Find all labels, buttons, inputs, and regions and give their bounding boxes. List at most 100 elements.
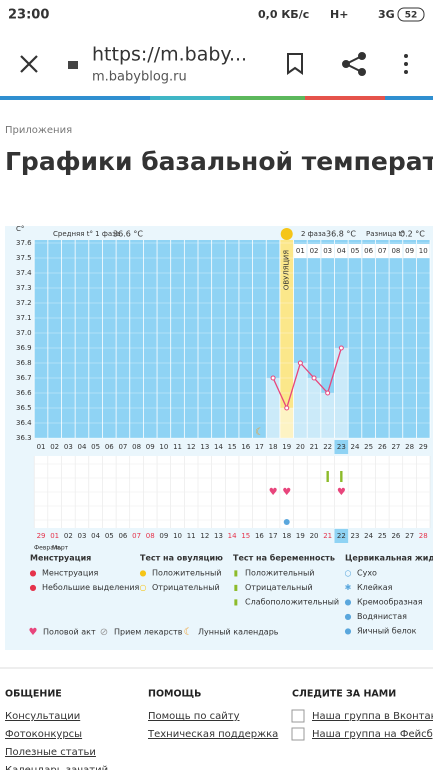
phase2-cell <box>294 244 307 258</box>
footer-link[interactable]: Помощь по сайту <box>148 711 240 722</box>
phase2-value: 36.8 °C <box>326 230 356 239</box>
phase2-day: 05 <box>351 247 360 255</box>
legend-item: Небольшие выделения <box>42 583 140 592</box>
legend-title: Тест на беременность <box>233 553 335 563</box>
y-tick-label: 37.3 <box>16 284 32 292</box>
footer-link[interactable]: Фотоконкурсы <box>5 729 82 740</box>
heart-icon: ♥ <box>282 487 291 498</box>
temperature-point <box>270 375 276 381</box>
close-button[interactable] <box>20 55 38 73</box>
temperature-bar <box>293 363 308 438</box>
footer-link[interactable]: Консультации <box>5 711 80 722</box>
x-tick-label: 01 <box>37 443 46 451</box>
date-label: 14 <box>228 532 237 540</box>
phase2-day: 08 <box>391 247 400 255</box>
footer-link[interactable]: Техническая поддержка <box>147 729 278 740</box>
date-label: 10 <box>173 532 182 540</box>
phase2-cell <box>362 244 375 258</box>
lock-icon <box>68 61 78 69</box>
phase2-day: 06 <box>364 247 373 255</box>
phase1-label: Средняя t° 1 фаза <box>53 230 120 238</box>
stripe <box>385 96 433 100</box>
date-label: 13 <box>214 532 223 540</box>
footer-link[interactable]: Полезные статьи <box>5 747 96 758</box>
date-label: 16 <box>255 532 264 540</box>
date-label: 04 <box>91 532 100 540</box>
x-tick-label: 06 <box>105 443 114 451</box>
footer-link[interactable]: Наша группа в Вконтакте <box>312 711 433 722</box>
legend-icon: ✱ <box>345 583 352 592</box>
legend-item: Прием лекарств <box>114 628 183 637</box>
temperature-point <box>325 390 331 396</box>
legend-item: Положительный <box>245 569 314 578</box>
x-tick-label: 26 <box>378 443 387 451</box>
battery-icon <box>397 7 425 22</box>
bookmark-button[interactable] <box>287 53 303 75</box>
x-tick-label: 04 <box>78 443 87 451</box>
x-tick-label: 25 <box>364 443 373 451</box>
footer-link[interactable]: Наша группа на Фейсбуке <box>312 729 433 740</box>
legend-title: Тест на овуляцию <box>140 554 223 563</box>
diff-value: 0.2 °C <box>400 230 425 239</box>
legend-icon: ● <box>30 583 37 592</box>
date-label: 09 <box>159 532 168 540</box>
legend-item: Кремообразная <box>357 598 423 607</box>
x-tick-label: 27 <box>391 443 400 451</box>
ovulation-label: ОВУЛЯЦИЯ <box>283 250 291 290</box>
url[interactable]: https://m.baby... <box>92 44 247 66</box>
x-tick-label: 22 <box>323 443 332 451</box>
x-tick-label: 02 <box>50 443 59 451</box>
legend-item: Водянистая <box>357 612 407 621</box>
ovulation-icon <box>280 228 293 240</box>
x-tick-label: 15 <box>228 443 237 451</box>
date-label: 15 <box>241 532 250 540</box>
y-tick-label: 37.0 <box>16 329 32 337</box>
date-label: 20 <box>310 532 319 540</box>
y-tick-label: 36.5 <box>16 404 32 412</box>
stripe <box>230 96 305 100</box>
x-tick-label: 18 <box>269 443 278 451</box>
phase2-cell <box>403 244 416 258</box>
breadcrumb[interactable]: Приложения <box>5 125 72 136</box>
date-label: 01 <box>50 532 59 540</box>
temperature-point <box>338 345 344 351</box>
legend-icon: ☾ <box>184 627 193 638</box>
footer: ОБЩЕНИЕ Консультации Фотоконкурсы Полезные … <box>5 689 433 770</box>
legend-item: Менструация <box>42 569 98 578</box>
y-unit: С° <box>16 225 24 233</box>
legend-icon: ○ <box>345 569 352 578</box>
y-tick-label: 37.2 <box>16 299 32 307</box>
legend-icon: ● <box>30 569 37 578</box>
date-label: 24 <box>364 532 373 540</box>
footer-title: СЛЕДИТЕ ЗА НАМИ <box>292 689 396 700</box>
share-button[interactable] <box>342 52 366 76</box>
temperature-point <box>297 360 303 366</box>
heart-icon: ♥ <box>269 487 278 498</box>
time: 23:00 <box>8 8 49 23</box>
date-label: 28 <box>419 532 428 540</box>
menu-button[interactable] <box>404 54 408 74</box>
footer-link[interactable]: Календарь зачатий <box>5 765 108 770</box>
date-label: 19 <box>296 532 305 540</box>
phase2-cell <box>416 244 430 258</box>
legend-icon: ♥ <box>29 627 38 638</box>
legend-item: Половой акт <box>43 628 96 637</box>
phase2-cell <box>307 244 321 258</box>
date-label: 17 <box>269 532 278 540</box>
network: 3G <box>378 8 395 21</box>
date-label: 03 <box>78 532 87 540</box>
legend-icon: ○ <box>140 583 147 592</box>
phase2-label: 2 фаза <box>301 230 326 238</box>
date-label: 27 <box>405 532 414 540</box>
legend-item: Слабоположительный <box>245 598 339 607</box>
legend-icon: ▮ <box>234 598 238 607</box>
y-tick-label: 36.8 <box>16 359 32 367</box>
x-tick-label: 21 <box>310 443 319 451</box>
x-tick-label: 03 <box>64 443 73 451</box>
phase2-cell <box>375 244 389 258</box>
x-tick-label: 20 <box>296 443 305 451</box>
temperature-point <box>311 375 317 381</box>
x-tick-label: 11 <box>173 443 182 451</box>
